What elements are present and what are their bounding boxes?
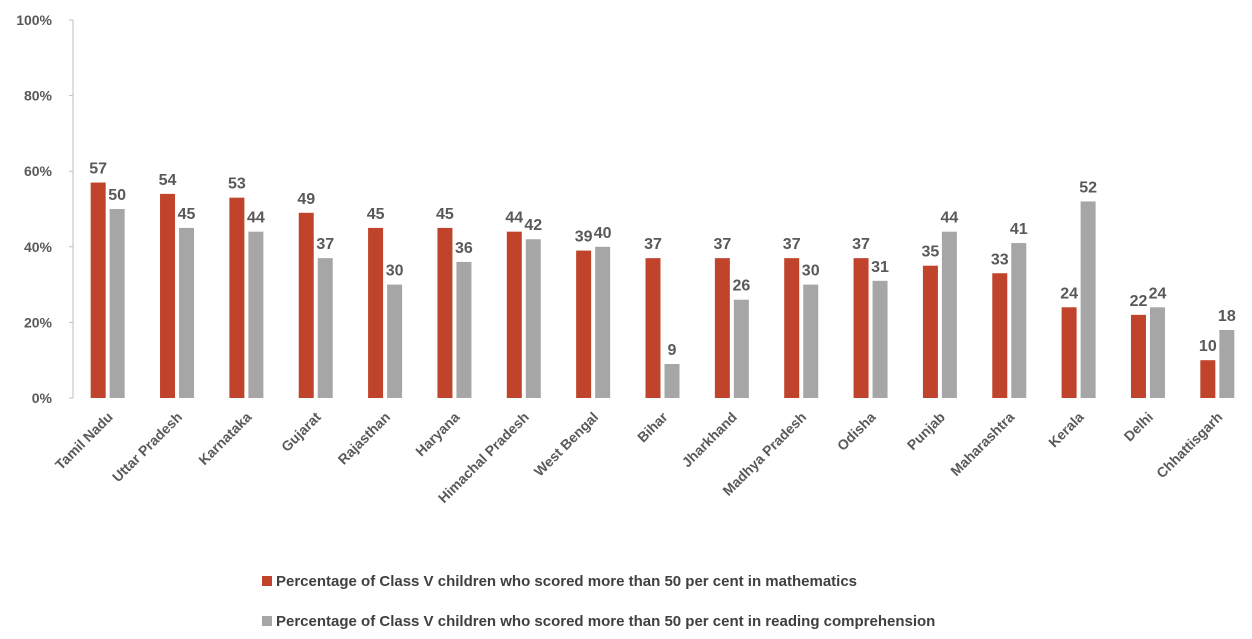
x-tick-label: Haryana	[412, 409, 463, 460]
x-tick-label: Karnataka	[195, 409, 254, 468]
x-tick-label: Odisha	[834, 409, 879, 454]
legend-label: Percentage of Class V children who score…	[276, 613, 935, 630]
value-label: 22	[1130, 293, 1148, 310]
value-label: 50	[108, 187, 126, 204]
y-tick-label: 80%	[24, 88, 53, 104]
value-label: 37	[713, 236, 731, 253]
bar	[1149, 307, 1165, 398]
value-label: 39	[575, 229, 593, 246]
value-label: 33	[991, 251, 1009, 268]
bar	[298, 212, 314, 398]
value-label: 30	[386, 263, 404, 280]
bar	[1219, 329, 1235, 398]
legend-swatch	[262, 576, 272, 586]
x-tick-label: Delhi	[1121, 409, 1157, 445]
x-tick-label: Punjab	[904, 409, 948, 453]
x-tick-label: West Bengal	[531, 409, 602, 480]
bar	[1061, 307, 1077, 398]
x-tick-label: Maharashtra	[947, 409, 1017, 479]
y-tick-label: 60%	[24, 163, 53, 179]
bar	[90, 182, 106, 398]
x-tick-label: Uttar Pradesh	[109, 409, 185, 485]
legend-label: Percentage of Class V children who score…	[276, 573, 857, 590]
value-label: 24	[1060, 285, 1078, 302]
value-label: 45	[178, 206, 196, 223]
bar	[179, 227, 195, 398]
bar	[784, 258, 800, 398]
bar	[645, 258, 661, 398]
x-tick-label: Chhattisgarh	[1153, 409, 1225, 481]
bar	[1011, 243, 1027, 398]
value-label: 45	[367, 206, 385, 223]
value-label: 24	[1149, 285, 1167, 302]
value-label: 30	[802, 263, 820, 280]
value-label: 53	[228, 176, 246, 193]
value-label: 42	[524, 217, 542, 234]
x-tick-label: Jharkhand	[679, 409, 740, 470]
bar	[368, 227, 384, 398]
bar	[714, 258, 730, 398]
y-tick-label: 20%	[24, 314, 53, 330]
value-label: 45	[436, 206, 454, 223]
x-tick-label: Rajasthan	[335, 409, 394, 468]
bar	[160, 193, 176, 398]
value-label: 26	[732, 278, 750, 295]
value-label: 35	[922, 244, 940, 261]
bar	[872, 280, 888, 398]
bar	[941, 231, 957, 398]
y-tick-label: 100%	[16, 12, 52, 28]
value-label: 49	[297, 191, 315, 208]
bar	[992, 273, 1008, 398]
bar	[109, 209, 125, 398]
bar	[1200, 360, 1216, 398]
value-label: 44	[941, 210, 959, 227]
bar	[595, 246, 611, 398]
value-label: 40	[594, 225, 612, 242]
value-label: 10	[1199, 338, 1217, 355]
value-label: 37	[316, 236, 334, 253]
value-label: 57	[89, 161, 107, 178]
bar	[1130, 314, 1146, 398]
value-label: 37	[852, 236, 870, 253]
x-tick-label: Gujarat	[278, 409, 324, 455]
value-label: 44	[247, 210, 265, 227]
y-tick-label: 40%	[24, 239, 53, 255]
value-label: 44	[505, 210, 523, 227]
bar	[248, 231, 264, 398]
value-label: 37	[783, 236, 801, 253]
legend-swatch	[262, 616, 272, 626]
bar	[922, 265, 938, 398]
value-label: 54	[159, 172, 177, 189]
y-tick-label: 0%	[32, 390, 53, 406]
value-label: 31	[871, 259, 889, 276]
value-label: 41	[1010, 221, 1028, 238]
bar	[803, 284, 819, 398]
value-label: 36	[455, 240, 473, 257]
bar	[317, 258, 333, 398]
bar	[525, 239, 541, 398]
bar	[229, 197, 245, 398]
bar	[853, 258, 869, 398]
value-label: 52	[1079, 179, 1097, 196]
x-tick-label: Kerala	[1045, 409, 1087, 451]
value-label: 37	[644, 236, 662, 253]
bar	[506, 231, 522, 398]
bar	[456, 261, 472, 398]
x-tick-label: Tamil Nadu	[52, 409, 116, 473]
bar	[664, 363, 680, 398]
bar	[437, 227, 453, 398]
value-label: 9	[668, 342, 677, 359]
value-label: 18	[1218, 308, 1236, 325]
bar	[1080, 201, 1096, 398]
bar	[576, 250, 592, 398]
bar	[733, 299, 749, 398]
bar	[387, 284, 403, 398]
x-tick-label: Bihar	[634, 408, 671, 445]
